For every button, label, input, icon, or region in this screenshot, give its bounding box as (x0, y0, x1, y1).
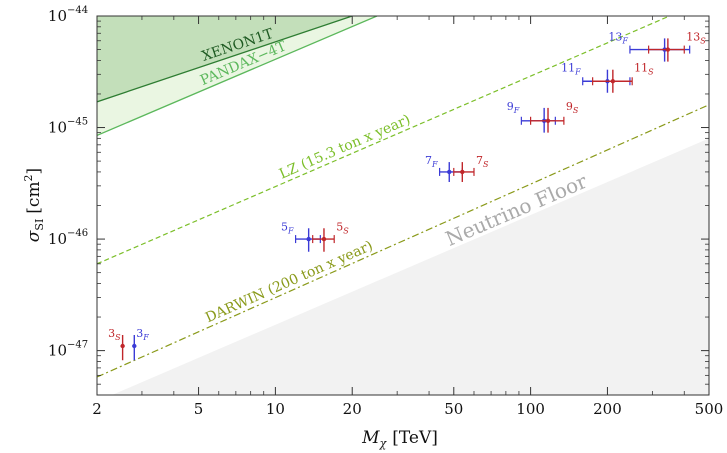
y-tick-label: 10 (48, 230, 67, 248)
fermion-point-label: 7F (425, 154, 438, 169)
y-axis-title: σSI[cm2] (22, 168, 46, 242)
scalar-marker (545, 118, 551, 123)
scalar-point-9: 9S (530, 100, 579, 133)
fermion-marker (447, 169, 452, 175)
lz-label: LZ (15.3 ton x year) (277, 112, 413, 183)
scalar-marker (610, 79, 616, 84)
scalar-point-label: 5S (336, 220, 349, 235)
y-tick-label: 10 (48, 7, 67, 25)
fermion-marker (132, 343, 137, 349)
fermion-point-11: 11F (561, 62, 631, 93)
scalar-point-label: 9S (566, 100, 579, 115)
x-tick-label: 10 (266, 400, 285, 418)
fermion-point-label: 11F (561, 62, 581, 77)
scalar-point-label: 3S (108, 327, 121, 342)
x-axis-title: Mχ [TeV] (361, 428, 438, 450)
scalar-point-13: 13S (648, 30, 706, 62)
fermion-marker (306, 236, 311, 242)
scalar-point-7: 7S (453, 154, 489, 182)
y-tick-exponent: −47 (67, 340, 88, 351)
fermion-point-3: 3F (132, 327, 149, 361)
fermion-point-7: 7F (425, 154, 463, 182)
scalar-point-label: 13S (686, 30, 706, 45)
scalar-point-11: 11S (592, 62, 654, 93)
y-tick-label: 10 (48, 119, 67, 137)
xenon1t-bound-line (97, 16, 353, 103)
scalar-marker (120, 343, 125, 349)
y-tick-label: 10 (48, 342, 67, 360)
scalar-marker (460, 169, 465, 175)
darwin-bound-line (97, 104, 709, 378)
x-tick-label: 50 (444, 400, 463, 418)
scalar-point-label: 7S (476, 154, 489, 169)
x-tick-label: 20 (343, 400, 362, 418)
fermion-point-label: 9F (507, 100, 520, 115)
y-tick-exponent: −45 (67, 117, 88, 128)
x-tick-label: 100 (516, 400, 545, 418)
fermion-point-5: 5F (281, 220, 321, 252)
scalar-point-5: 5S (312, 220, 349, 252)
scalar-marker (321, 236, 327, 242)
fermion-point-label: 5F (281, 220, 294, 235)
x-tick-label: 2 (92, 400, 102, 418)
x-tick-label: 200 (593, 400, 622, 418)
scalar-marker (665, 47, 671, 52)
scalar-point-3: 3S (108, 327, 125, 361)
y-tick-exponent: −44 (67, 5, 88, 16)
fermion-point-label: 13F (608, 30, 628, 45)
x-tick-label: 5 (194, 400, 204, 418)
fermion-point-label: 3F (136, 327, 149, 342)
pandax-bound-line (97, 16, 378, 137)
x-tick-label: 500 (695, 400, 724, 418)
scalar-point-label: 11S (634, 62, 654, 77)
y-tick-exponent: −46 (67, 228, 88, 239)
neutrino-floor-region (97, 138, 709, 395)
